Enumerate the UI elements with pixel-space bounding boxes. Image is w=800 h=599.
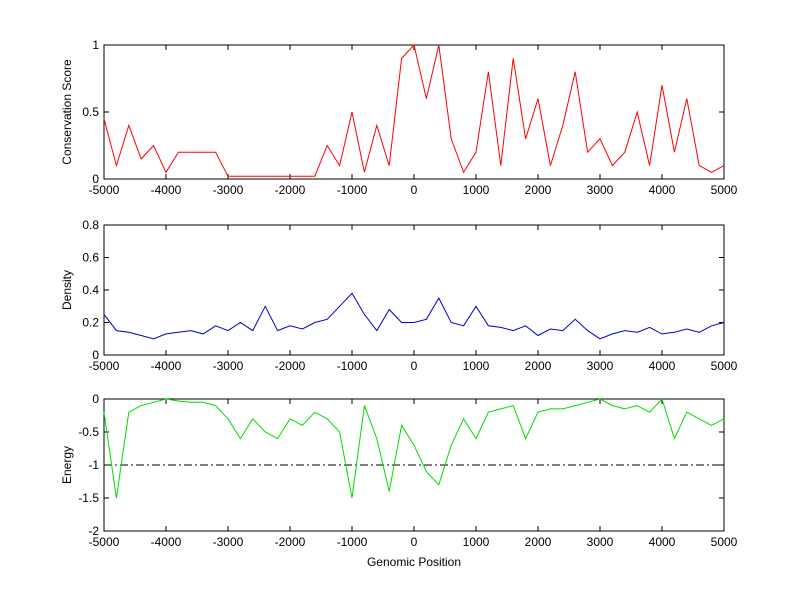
data-line — [103, 292, 725, 340]
x-tick-label: 4000 — [649, 535, 676, 549]
x-tick-label: 3000 — [587, 535, 614, 549]
x-tick-label: 3000 — [587, 183, 614, 197]
data-line — [103, 43, 725, 177]
x-tick-label: -4000 — [151, 359, 182, 373]
x-tick-label: 2000 — [525, 359, 552, 373]
x-tick-label: 4000 — [649, 183, 676, 197]
y-tick-label: -2 — [88, 524, 99, 538]
y-axis-label: Density — [60, 270, 74, 310]
y-tick-label: 0 — [92, 172, 99, 186]
y-tick-label: 0.2 — [82, 316, 99, 330]
x-axis-label: Genomic Position — [367, 555, 461, 569]
y-tick-label: 0 — [92, 348, 99, 362]
x-tick-label: -1000 — [337, 359, 368, 373]
y-axis-label: Energy — [60, 446, 74, 484]
x-tick-label: -3000 — [213, 183, 244, 197]
x-tick-label: -2000 — [275, 535, 306, 549]
x-tick-label: 1000 — [463, 535, 490, 549]
x-tick-label: -3000 — [213, 535, 244, 549]
x-tick-label: -3000 — [213, 359, 244, 373]
x-tick-label: -4000 — [151, 535, 182, 549]
x-tick-label: 5000 — [711, 359, 738, 373]
y-tick-label: -1.5 — [78, 491, 99, 505]
y-tick-label: 0.4 — [82, 283, 99, 297]
x-tick-label: 1000 — [463, 359, 490, 373]
y-tick-label: 0.6 — [82, 251, 99, 265]
y-tick-label: 0 — [92, 392, 99, 406]
y-tick-label: -1 — [88, 458, 99, 472]
x-tick-label: 3000 — [587, 359, 614, 373]
x-tick-label: -5000 — [89, 183, 120, 197]
x-tick-label: -2000 — [275, 183, 306, 197]
x-tick-label: -1000 — [337, 535, 368, 549]
data-line — [103, 398, 725, 499]
y-tick-label: -0.5 — [78, 425, 99, 439]
y-tick-label: 1 — [92, 38, 99, 52]
x-tick-label: -5000 — [89, 359, 120, 373]
x-tick-label: 5000 — [711, 535, 738, 549]
x-tick-label: 0 — [411, 535, 418, 549]
x-tick-label: -2000 — [275, 359, 306, 373]
x-tick-label: 4000 — [649, 359, 676, 373]
x-tick-label: 2000 — [525, 535, 552, 549]
y-axis-label: Conservation Score — [60, 59, 74, 165]
x-tick-label: 1000 — [463, 183, 490, 197]
x-tick-label: -5000 — [89, 535, 120, 549]
y-tick-label: 0.8 — [82, 218, 99, 232]
x-tick-label: 5000 — [711, 183, 738, 197]
x-tick-label: 0 — [411, 183, 418, 197]
x-tick-label: 2000 — [525, 183, 552, 197]
x-tick-label: -1000 — [337, 183, 368, 197]
x-tick-label: -4000 — [151, 183, 182, 197]
y-tick-label: 0.5 — [82, 105, 99, 119]
x-tick-label: 0 — [411, 359, 418, 373]
